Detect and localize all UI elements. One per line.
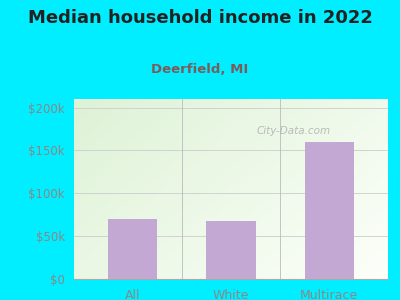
Text: Median household income in 2022: Median household income in 2022 bbox=[28, 9, 372, 27]
Bar bbox=[108, 219, 158, 279]
Text: City-Data.com: City-Data.com bbox=[257, 126, 331, 136]
Bar bbox=[304, 142, 354, 279]
Text: Deerfield, MI: Deerfield, MI bbox=[151, 63, 249, 76]
Bar bbox=[206, 221, 256, 279]
